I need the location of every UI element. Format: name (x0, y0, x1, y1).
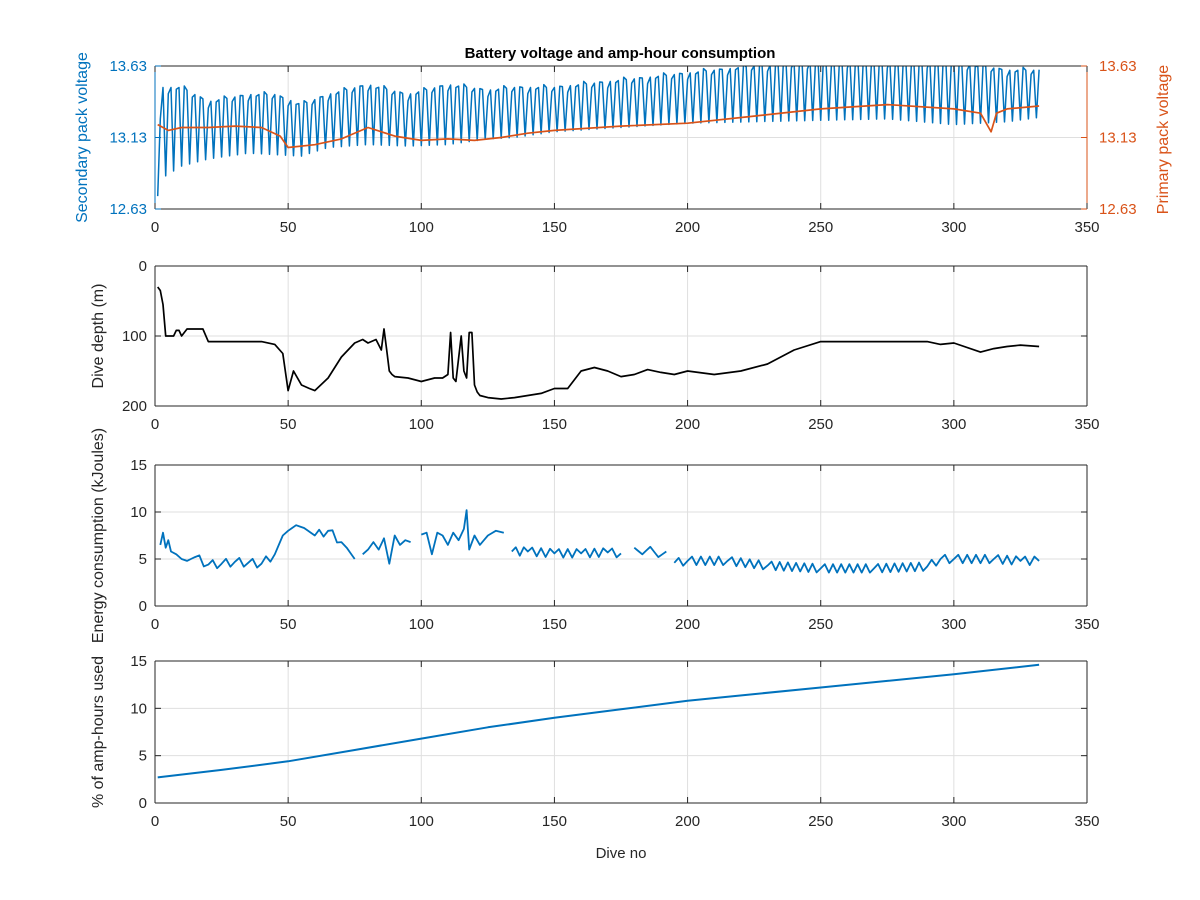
y-tick-label: 15 (130, 653, 147, 670)
x-tick-label: 200 (675, 813, 700, 830)
y-tick-label: 13.13 (109, 130, 147, 147)
x-tick-label: 300 (941, 416, 966, 433)
x-tick-label: 300 (941, 219, 966, 236)
x-tick-label: 100 (409, 219, 434, 236)
y-tick-label: 13.63 (109, 58, 147, 75)
y-axis-label: Energy consumption (kJoules) (90, 428, 107, 643)
x-tick-label: 50 (280, 616, 297, 633)
secondary-voltage-line (156, 66, 1040, 197)
amp-hours-line (157, 663, 1040, 779)
y-tick-label: 12.63 (109, 201, 147, 218)
x-tick-label: 200 (675, 416, 700, 433)
y-tick-label: 10 (130, 504, 147, 521)
plot-area (159, 509, 1040, 574)
y-tick-label: 0 (139, 795, 147, 812)
x-tick-label: 100 (409, 616, 434, 633)
x-tick-label: 100 (409, 813, 434, 830)
primary-voltage-line (157, 103, 1040, 149)
y-tick-label: 200 (122, 398, 147, 415)
x-tick-label: 250 (808, 219, 833, 236)
x-tick-label: 150 (542, 219, 567, 236)
x-tick-label: 200 (675, 219, 700, 236)
dive-depth-line (157, 286, 1040, 400)
chart-panel-3: 0 50 100 150 200 250 300 350 0 5 10 15 Energy consum… (90, 428, 1100, 643)
x-tick-label: 350 (1074, 616, 1099, 633)
figure-title: Battery voltage and amp-hour consumption (465, 45, 776, 62)
y-tick-label-right: 13.13 (1099, 130, 1137, 147)
x-tick-label: 250 (808, 416, 833, 433)
plot-area (157, 286, 1040, 400)
x-tick-label: 300 (941, 616, 966, 633)
x-axis-label: Dive no (596, 845, 647, 862)
x-tick-label: 0 (151, 219, 159, 236)
x-tick-label: 0 (151, 616, 159, 633)
x-tick-label: 50 (280, 219, 297, 236)
x-tick-label: 150 (542, 813, 567, 830)
chart-panel-4: 0 50 100 150 200 250 300 350 0 5 10 15 % of amp-hour… (90, 653, 1100, 862)
plot-area (157, 663, 1040, 779)
energy-line-segment-3 (420, 509, 505, 556)
energy-line-segment-1 (159, 524, 356, 570)
energy-line-segment-4 (511, 546, 622, 559)
y-axis-label: Secondary pack voltage (74, 52, 91, 223)
x-tick-label: 350 (1074, 416, 1099, 433)
plot-area (156, 66, 1040, 197)
energy-line-segment-2 (362, 534, 411, 565)
y-tick-label: 5 (139, 551, 147, 568)
y-axis-label-right: Primary pack voltage (1155, 65, 1172, 214)
y-axis-label: Dive depth (m) (90, 284, 107, 389)
x-tick-label: 200 (675, 616, 700, 633)
x-tick-label: 0 (151, 416, 159, 433)
y-tick-label: 5 (139, 748, 147, 765)
y-tick-label: 0 (139, 258, 147, 275)
x-tick-label: 150 (542, 616, 567, 633)
y-tick-label: 100 (122, 328, 147, 345)
x-tick-label: 250 (808, 616, 833, 633)
y-tick-label: 10 (130, 700, 147, 717)
x-tick-label: 50 (280, 813, 297, 830)
x-tick-label: 50 (280, 416, 297, 433)
y-tick-label-right: 12.63 (1099, 201, 1137, 218)
chart-panel-2: 0 50 100 150 200 250 300 350 0 100 200 Dive depth (… (90, 258, 1100, 433)
y-tick-label-right: 13.63 (1099, 58, 1137, 75)
x-tick-label: 150 (542, 416, 567, 433)
energy-line-segment-6 (673, 553, 1040, 574)
y-axis-label: % of amp-hours used (90, 656, 107, 808)
y-tick-label: 15 (130, 457, 147, 474)
x-tick-label: 350 (1074, 813, 1099, 830)
x-tick-label: 100 (409, 416, 434, 433)
energy-line-segment-5 (633, 545, 667, 558)
x-tick-label: 0 (151, 813, 159, 830)
x-tick-label: 350 (1074, 219, 1099, 236)
y-tick-label: 0 (139, 598, 147, 615)
x-tick-label: 300 (941, 813, 966, 830)
x-tick-label: 250 (808, 813, 833, 830)
